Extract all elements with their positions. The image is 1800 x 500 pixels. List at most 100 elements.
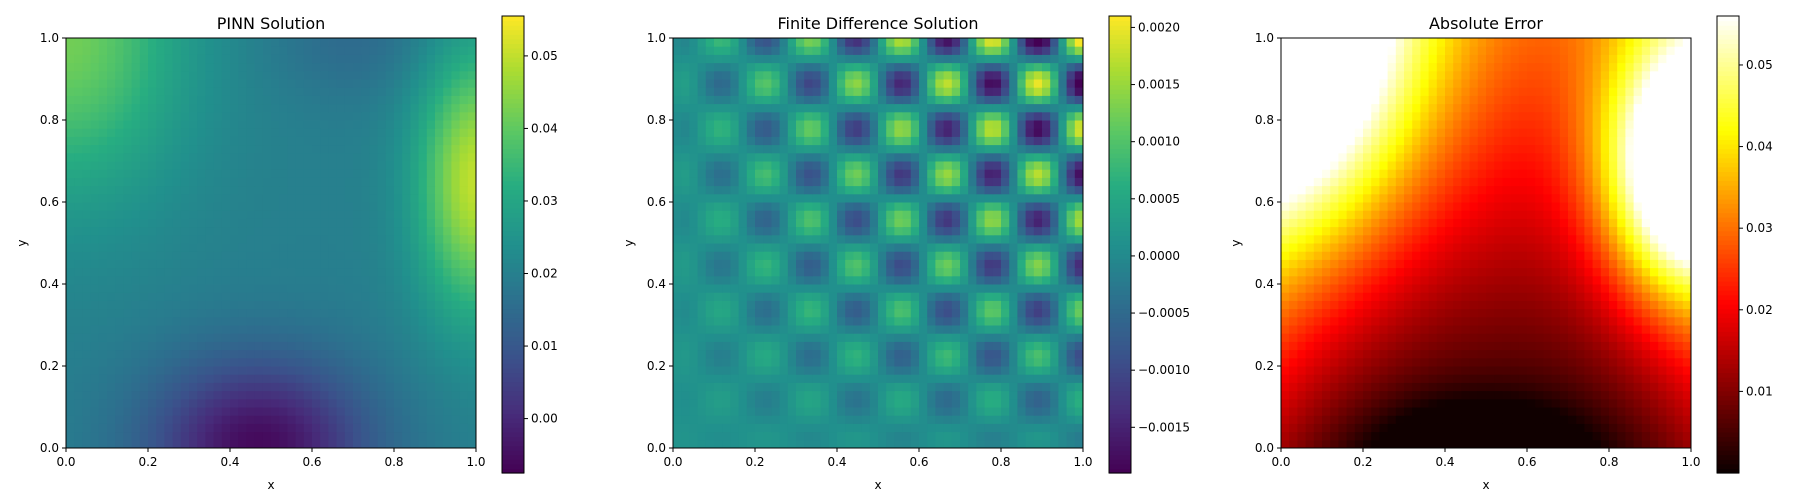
heatmap-cell <box>336 251 346 260</box>
heatmap-cell <box>443 251 452 260</box>
heatmap-cell <box>796 144 805 154</box>
heatmap-cell <box>878 62 887 72</box>
heatmap-cell <box>197 439 206 449</box>
heatmap-cell <box>951 70 961 80</box>
heatmap-cell <box>1017 128 1027 137</box>
heatmap-cell <box>714 423 723 433</box>
heatmap-cell <box>328 38 338 47</box>
heatmap-cell <box>172 398 182 408</box>
heatmap-cell <box>910 152 920 162</box>
heatmap-cell <box>139 70 149 80</box>
heatmap-cell <box>66 292 75 301</box>
heatmap-cell <box>156 374 165 383</box>
heatmap-cell <box>738 382 748 392</box>
heatmap-cell <box>90 259 100 269</box>
heatmap-cell <box>459 111 469 121</box>
heatmap-cell <box>697 87 707 96</box>
heatmap-cell <box>353 46 362 55</box>
heatmap-cell <box>426 374 436 383</box>
heatmap-cell <box>205 128 215 137</box>
heatmap-cell <box>820 70 830 80</box>
heatmap-cell <box>295 357 305 367</box>
heatmap-cell <box>820 95 830 105</box>
heatmap-cell <box>869 357 879 367</box>
heatmap-cell <box>812 439 822 449</box>
heatmap-cell <box>919 357 928 367</box>
heatmap-cell <box>303 234 313 244</box>
heatmap-cell <box>730 357 740 367</box>
heatmap-cell <box>992 177 1002 187</box>
heatmap-cell <box>328 374 338 383</box>
heatmap-cell <box>828 366 838 375</box>
heatmap-cell <box>738 292 748 301</box>
heatmap-cell <box>976 79 986 88</box>
heatmap-cell <box>164 357 174 367</box>
heatmap-cell <box>722 398 731 408</box>
heatmap-cell <box>107 46 116 55</box>
heatmap-cell <box>755 202 764 211</box>
heatmap-cell <box>246 316 256 326</box>
heatmap-cell <box>820 284 830 293</box>
heatmap-cell <box>755 62 764 72</box>
heatmap-cell <box>344 349 354 359</box>
heatmap-cell <box>172 251 182 260</box>
heatmap-cell <box>271 152 280 162</box>
heatmap-cell <box>459 152 469 162</box>
heatmap-cell <box>1009 325 1018 334</box>
heatmap-cell <box>1058 234 1068 244</box>
heatmap-cell <box>853 177 863 187</box>
heatmap-cell <box>74 210 83 219</box>
heatmap-cell <box>189 300 198 310</box>
heatmap-cell <box>230 136 239 146</box>
heatmap-cell <box>451 300 461 310</box>
heatmap-cell <box>1017 234 1027 244</box>
heatmap-cell <box>1042 439 1051 449</box>
heatmap-cell <box>828 120 838 129</box>
heatmap-cell <box>861 407 871 416</box>
heatmap-cell <box>115 292 124 301</box>
heatmap-cell <box>763 325 772 334</box>
heatmap-cell <box>738 333 748 342</box>
heatmap-cell <box>238 226 247 236</box>
colorbar-swatch <box>502 235 524 241</box>
heatmap-cell <box>812 390 822 400</box>
heatmap-cell <box>410 357 420 367</box>
heatmap-cell <box>336 103 346 113</box>
heatmap-cell <box>394 79 403 88</box>
heatmap-cell <box>845 79 854 88</box>
heatmap-cell <box>681 251 690 260</box>
heatmap-cell <box>303 333 313 342</box>
heatmap-cell <box>197 128 206 137</box>
heatmap-cell <box>1001 234 1010 244</box>
heatmap-cell <box>837 152 846 162</box>
heatmap-cell <box>796 439 805 449</box>
heatmap-cell <box>246 300 256 310</box>
heatmap-cell <box>320 308 329 318</box>
heatmap-cell <box>697 333 707 342</box>
heatmap-cell <box>902 202 912 211</box>
heatmap-cell <box>812 87 822 96</box>
heatmap-cell <box>344 46 354 55</box>
heatmap-cell <box>271 407 280 416</box>
heatmap-cell <box>451 103 461 113</box>
heatmap-cell <box>336 79 346 88</box>
heatmap-cell <box>426 202 436 211</box>
heatmap-cell <box>418 259 428 269</box>
heatmap-cell <box>148 374 157 383</box>
heatmap-cell <box>910 275 920 285</box>
heatmap-cell <box>262 431 272 441</box>
heatmap-cell <box>74 243 83 252</box>
heatmap-cell <box>459 136 469 146</box>
heatmap-cell <box>98 152 108 162</box>
heatmap-cell <box>722 185 731 195</box>
heatmap-cell <box>689 161 699 170</box>
heatmap-cell <box>115 152 124 162</box>
heatmap-cell <box>1017 218 1027 228</box>
heatmap-cell <box>894 341 904 351</box>
heatmap-cell <box>1042 128 1051 137</box>
heatmap-cell <box>271 177 280 187</box>
heatmap-cell <box>812 357 822 367</box>
heatmap-cell <box>919 308 928 318</box>
heatmap-cell <box>74 38 83 47</box>
heatmap-cell <box>139 407 149 416</box>
